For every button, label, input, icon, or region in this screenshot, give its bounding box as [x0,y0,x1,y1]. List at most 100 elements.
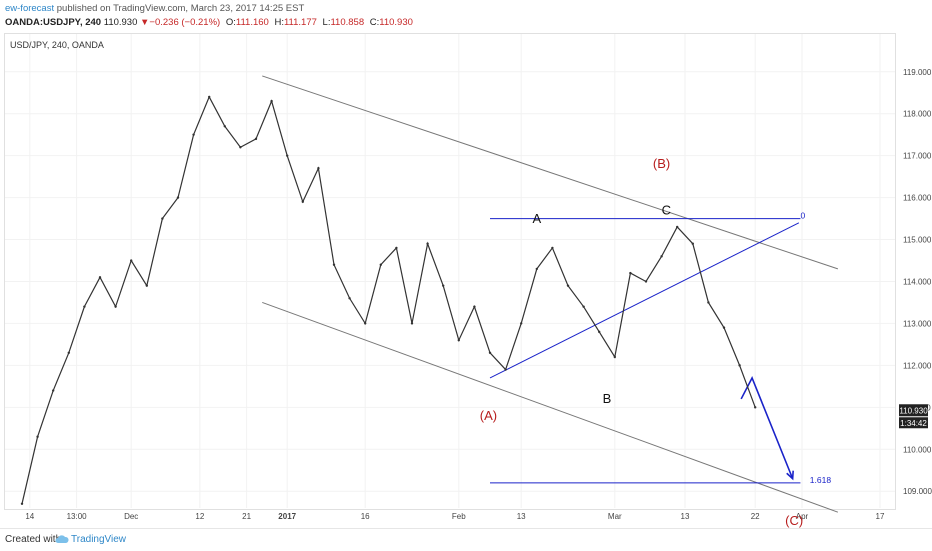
price-tick-label: 109.000 [903,487,932,496]
wave-label: (B) [653,156,670,171]
symbol-name: OANDA:USDJPY, 240 [5,17,102,28]
price-point [551,246,554,250]
price-tick-label: 110.000 [903,445,932,454]
price-point [332,263,336,266]
time-tick-label: Dec [124,512,138,521]
price-point [364,322,367,325]
down-arrow-icon: ▼ [140,17,150,28]
wave-label: 0 [800,211,805,221]
price-tick-label: 118.000 [903,110,932,119]
price-point [20,502,24,506]
arrow-head-icon [786,470,794,481]
symbol-header: OANDA:USDJPY, 240 110.930 ▼−0.236 (−0.21… [5,17,413,28]
chart-title: USD/JPY, 240, OANDA [10,40,104,50]
created-with-label: Created with [5,534,62,545]
time-tick-label: 13 [681,512,690,521]
close-value: 110.930 [379,17,413,28]
time-tick-label: 13:00 [67,512,88,521]
drawings [262,75,839,513]
channel-upper-line [262,75,839,270]
time-tick-label: 17 [876,512,885,521]
price-point [239,146,242,149]
wave-label: C [662,202,671,217]
price-line [21,95,756,504]
wave-label: B [603,391,612,406]
price-point [488,351,492,354]
time-tick-label: 12 [195,512,204,521]
price-point [566,284,570,287]
wave-labels: (A) (B) (C) A B C 0 1.618 [480,156,832,528]
price-point [410,322,414,325]
price-point [176,196,180,199]
price-point [270,99,273,103]
price-point [52,389,55,392]
low-value: 110.858 [330,17,365,28]
price-point [707,301,710,304]
time-tick-label: 22 [751,512,760,521]
price-point [67,351,71,354]
price-chart[interactable]: USD/JPY, 240, OANDA 119.000 118.000 117.00… [0,0,932,528]
price-point [348,297,351,300]
time-tick-label: Mar [608,512,622,521]
price-point [208,95,211,99]
current-price-box [899,404,928,417]
price-tick-label: 119.000 [903,68,932,77]
time-axis[interactable]: 14 13:00 Dec 12 21 2017 16 Feb 13 Mar 13 22 Apr 17 [25,512,885,521]
low-label: L: [322,17,331,28]
price-point [504,368,507,371]
countdown-box [899,417,928,429]
price-point [535,267,538,271]
projection-arrow [740,376,794,479]
last-price: 110.930 [103,17,138,28]
price-point [395,246,398,250]
price-tick-label: 114.000 [903,277,932,286]
price-point [114,305,117,308]
open-value: 111.160 [235,17,269,28]
price-point [192,133,195,136]
time-tick-label: 21 [242,512,251,521]
time-tick-label: 14 [25,512,34,521]
price-point [613,355,616,359]
wave-label: 1.618 [810,475,832,485]
price-tick-label: 115.000 [903,236,932,245]
price-tick-label: 117.000 [903,152,932,161]
time-tick-label: 13 [517,512,526,521]
price-point [629,271,632,275]
time-tick-label: Apr [796,512,809,521]
current-price-label: 110.930 [899,406,928,415]
price-point [286,154,289,157]
price-point [130,259,133,262]
price-tick-label: 112.000 [903,361,932,370]
cloud-icon [55,535,69,543]
tradingview-brand: TradingView [71,534,127,545]
price-change: −0.236 (−0.21%) [149,17,221,28]
price-axis[interactable]: 119.000 118.000 117.000 116.000 115.000 114.0… [903,68,932,496]
price-series [20,95,757,506]
wave-label: (C) [785,513,803,528]
price-point [83,305,86,308]
price-point [676,225,679,229]
price-point [254,137,258,141]
author-link[interactable]: ew-forecast [5,3,55,14]
price-point [426,242,429,245]
close-label: C: [369,17,380,28]
price-point [223,125,226,128]
tradingview-logo[interactable]: TradingView [55,534,126,545]
price-point [161,217,164,220]
high-label: H: [274,17,284,28]
price-point [738,364,741,367]
price-point [317,167,320,170]
countdown-label: 1:34:42 [900,419,927,428]
time-tick-label: 16 [361,512,370,521]
price-tick-label: 113.000 [903,319,932,328]
time-tick-label: 2017 [278,512,296,521]
triangle-support-line [489,222,800,379]
price-point [644,280,648,283]
chart-frame [4,33,896,510]
wave-label: A [532,211,541,226]
price-point [722,326,726,329]
publish-info: published on TradingView.com, March 23, … [56,3,305,14]
footer: Created with TradingView [0,528,932,551]
wave-label: (A) [480,408,497,423]
price-point [473,305,476,308]
